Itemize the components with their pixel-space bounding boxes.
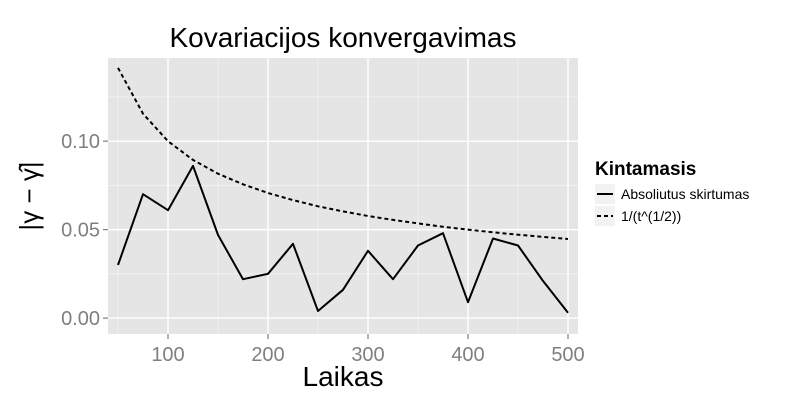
x-tick-label: 500 (551, 344, 584, 366)
legend-label-inverse-sqrt: 1/(t^(1/2)) (621, 208, 681, 224)
x-tick-label: 100 (151, 344, 184, 366)
x-axis-label: Laikas (303, 361, 384, 392)
legend-label-absolute-difference: Absoliutus skirtumas (621, 186, 749, 202)
y-axis-label: |γ − γ̂| (14, 161, 44, 230)
series-line-absolute-difference (117, 164, 569, 314)
legend-title: Kintamasis (595, 159, 696, 180)
legend: Kintamasis Absoliutus skirtumas 1/(t^(1/… (595, 159, 749, 226)
x-tick-label: 200 (251, 344, 284, 366)
y-tick-label: 0.10 (61, 131, 100, 153)
chart-title: Kovariacijos konvergavimas (169, 22, 516, 53)
plot-background (108, 58, 578, 334)
series-lines (117, 67, 569, 314)
y-axis: 0.00 0.05 0.10 (61, 131, 108, 330)
x-axis: 100 200 300 400 500 (151, 334, 585, 366)
x-tick-label: 300 (351, 344, 384, 366)
x-tick-label: 400 (451, 344, 484, 366)
grid-lines (108, 58, 578, 334)
y-tick-label: 0.00 (61, 308, 100, 330)
y-tick-label: 0.05 (61, 220, 100, 242)
plot-panel (108, 58, 578, 334)
